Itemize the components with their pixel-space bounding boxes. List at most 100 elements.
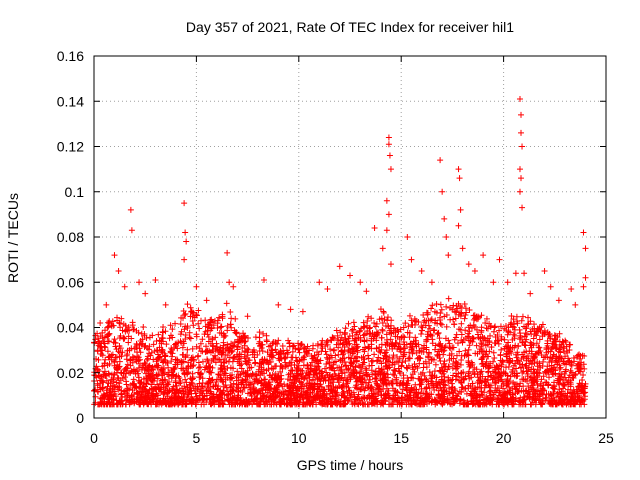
data-point — [111, 362, 118, 369]
x-tick-label: 0 — [90, 430, 98, 446]
data-point — [378, 366, 385, 373]
data-point — [408, 397, 415, 404]
data-point — [326, 371, 333, 378]
data-point — [213, 379, 220, 386]
data-point — [307, 367, 314, 374]
data-point — [286, 387, 293, 394]
data-point — [379, 320, 386, 327]
data-point — [341, 343, 348, 350]
data-point — [394, 380, 401, 387]
data-point — [523, 348, 530, 355]
data-point — [244, 313, 251, 320]
data-point — [478, 329, 485, 336]
data-point — [179, 359, 186, 366]
data-point — [275, 337, 282, 344]
data-point — [437, 395, 444, 402]
data-point — [544, 329, 551, 336]
data-point — [410, 347, 417, 354]
data-point — [391, 342, 398, 349]
data-point — [181, 371, 188, 378]
data-point — [174, 357, 181, 364]
data-point — [314, 365, 321, 372]
data-point — [168, 353, 175, 360]
data-point — [193, 312, 200, 319]
data-point — [494, 331, 501, 338]
data-point — [462, 327, 469, 334]
data-point — [523, 325, 530, 332]
data-point — [443, 323, 450, 330]
data-point — [301, 353, 308, 360]
data-point — [158, 340, 165, 347]
data-point — [351, 341, 358, 348]
data-point — [383, 363, 390, 370]
data-point — [235, 372, 242, 379]
data-point — [406, 355, 413, 362]
data-point — [159, 376, 166, 383]
data-point — [148, 381, 155, 388]
data-point — [322, 401, 329, 408]
data-point — [449, 306, 456, 313]
data-point — [95, 372, 102, 379]
data-point — [261, 370, 268, 377]
data-point — [550, 364, 557, 371]
data-point — [490, 279, 497, 286]
data-point — [487, 382, 494, 389]
data-point — [332, 398, 339, 405]
data-point — [406, 334, 413, 341]
data-point — [333, 341, 340, 348]
data-point — [447, 377, 454, 384]
data-point — [316, 279, 323, 286]
data-point — [377, 401, 384, 408]
data-point — [461, 301, 468, 308]
data-point — [530, 386, 537, 393]
data-point — [391, 387, 398, 394]
data-point — [107, 392, 114, 399]
data-point — [478, 312, 485, 319]
data-point — [561, 382, 568, 389]
data-point — [127, 397, 134, 404]
data-point — [304, 351, 311, 358]
data-point — [219, 401, 226, 408]
data-point — [565, 398, 572, 405]
data-point — [555, 358, 562, 365]
data-point — [192, 397, 199, 404]
data-point — [250, 397, 257, 404]
data-point — [198, 401, 205, 408]
data-point — [335, 344, 342, 351]
data-point — [463, 390, 470, 397]
data-point — [257, 397, 264, 404]
data-point — [267, 342, 274, 349]
data-point — [160, 391, 167, 398]
data-point — [315, 363, 322, 370]
data-point — [482, 400, 489, 407]
data-point — [368, 337, 375, 344]
data-point — [431, 327, 438, 334]
data-point — [458, 337, 465, 344]
data-point — [562, 353, 569, 360]
data-point — [240, 330, 247, 337]
data-point — [193, 393, 200, 400]
data-point — [370, 400, 377, 407]
data-point — [377, 371, 384, 378]
data-point — [149, 392, 156, 399]
data-point — [197, 363, 204, 370]
data-point — [106, 318, 113, 325]
data-point — [124, 385, 131, 392]
data-point — [539, 386, 546, 393]
data-point — [495, 397, 502, 404]
data-point — [472, 386, 479, 393]
data-point — [448, 396, 455, 403]
data-point — [151, 375, 158, 382]
data-point — [514, 320, 521, 327]
data-point — [435, 391, 442, 398]
data-point — [518, 356, 525, 363]
data-point — [346, 372, 353, 379]
data-point — [339, 385, 346, 392]
data-point — [133, 327, 140, 334]
data-point — [316, 395, 323, 402]
data-point — [441, 313, 448, 320]
data-point — [115, 383, 122, 390]
data-point — [301, 344, 308, 351]
data-point — [490, 349, 497, 356]
data-point — [519, 376, 526, 383]
